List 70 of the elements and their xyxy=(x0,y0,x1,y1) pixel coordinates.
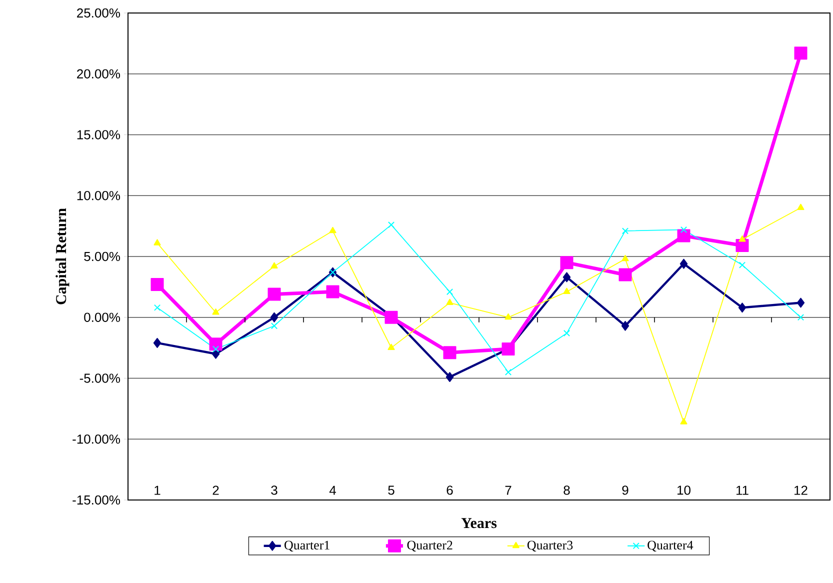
point xyxy=(150,278,164,291)
point xyxy=(153,338,162,348)
point xyxy=(618,268,632,282)
point xyxy=(326,285,340,298)
point xyxy=(270,262,278,268)
x-tick-label: 1 xyxy=(154,486,160,495)
point xyxy=(738,262,746,268)
point xyxy=(502,342,515,356)
legend-label: Quarter4 xyxy=(648,540,694,552)
y-axis-title: Capital Return xyxy=(56,208,70,304)
x-tick-label: 3 xyxy=(271,486,278,495)
y-tick-label: -5.00% xyxy=(80,374,120,383)
point xyxy=(268,288,281,301)
point xyxy=(560,256,574,270)
x-tick-label: 7 xyxy=(505,486,512,495)
point xyxy=(622,228,629,234)
point xyxy=(562,272,571,282)
legend-label: Quarter1 xyxy=(284,540,330,552)
x-tick-label: 5 xyxy=(388,486,394,495)
point xyxy=(794,46,808,60)
x-axis-title: Years xyxy=(461,518,497,528)
point xyxy=(154,304,161,311)
point xyxy=(446,372,454,382)
point xyxy=(738,302,746,313)
legend-label: Quarter2 xyxy=(407,540,452,552)
point xyxy=(563,330,570,337)
point xyxy=(209,338,222,351)
point xyxy=(270,322,278,330)
legend-label: Quarter3 xyxy=(527,540,573,552)
point xyxy=(504,368,512,376)
x-tick-label: 10 xyxy=(678,486,690,495)
y-tick-label: 10.00% xyxy=(77,191,120,200)
point xyxy=(622,254,629,262)
point xyxy=(797,314,804,321)
y-tick-label: 20.00% xyxy=(77,69,120,78)
x-tick-label: 6 xyxy=(446,486,453,495)
x-tick-label: 9 xyxy=(622,486,628,495)
point xyxy=(797,204,804,210)
point xyxy=(154,239,161,246)
point xyxy=(388,344,395,350)
point xyxy=(563,288,570,294)
point xyxy=(388,222,395,228)
point xyxy=(212,346,220,352)
point xyxy=(680,418,688,424)
point xyxy=(446,298,454,305)
y-tick-label: 5.00% xyxy=(84,252,120,262)
y-tick-label: 15.00% xyxy=(77,130,120,140)
point xyxy=(443,346,456,360)
x-tick-label: 2 xyxy=(212,486,219,495)
x-tick-label: 8 xyxy=(564,486,570,495)
y-tick-label: 0.00% xyxy=(84,312,120,322)
x-tick-label: 12 xyxy=(794,486,808,495)
point xyxy=(446,288,454,296)
y-tick-label: -10.00% xyxy=(72,434,120,444)
y-tick-label: -15.00% xyxy=(72,495,120,505)
point xyxy=(504,313,512,320)
point xyxy=(212,308,220,315)
point xyxy=(270,312,278,322)
point xyxy=(680,226,688,234)
point xyxy=(384,310,398,324)
point xyxy=(329,226,336,234)
point xyxy=(621,320,630,331)
x-tick-label: 11 xyxy=(736,486,748,495)
point xyxy=(680,258,688,269)
x-tick-label: 4 xyxy=(329,486,336,495)
point xyxy=(736,239,749,252)
point xyxy=(796,298,805,308)
point xyxy=(738,235,746,242)
y-tick-label: 25.00% xyxy=(77,8,120,18)
point xyxy=(677,229,690,242)
